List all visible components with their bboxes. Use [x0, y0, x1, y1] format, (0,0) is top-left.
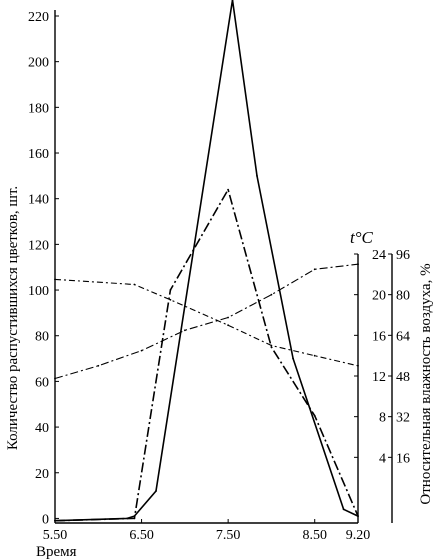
series-2-point: [270, 346, 273, 348]
humidity-tick-label: 48: [396, 370, 410, 385]
series-1-point: [342, 508, 345, 511]
series-3-point: [97, 364, 100, 367]
humidity-tick-label: 96: [396, 248, 410, 263]
left-tick-label: 80: [35, 330, 49, 345]
x-tick-label: 6.50: [129, 528, 154, 543]
series-4-point: [227, 324, 230, 327]
left-tick-label: 20: [35, 467, 49, 482]
series-1-point: [292, 357, 294, 360]
humidity-axis-label: Относительная влажность воздуха, %: [418, 263, 434, 504]
series-2-point: [313, 414, 316, 417]
temperature-tick-label: 12: [372, 370, 386, 385]
series-3-point: [270, 293, 273, 296]
series-3-point: [140, 349, 143, 352]
axes-layer: [54, 10, 393, 524]
series-3-point: [184, 329, 186, 332]
series-1-point: [231, 0, 234, 1]
temperature-axis-label: t°C: [350, 228, 374, 247]
series-line-4: [54, 278, 359, 367]
temperature-tick-label: 8: [379, 411, 386, 426]
x-tick-label: 5.50: [43, 528, 68, 543]
temperature-tick-label: 24: [372, 248, 386, 263]
left-tick-label: 140: [28, 193, 49, 208]
left-tick-label: 40: [35, 421, 49, 436]
humidity-tick-label: 80: [396, 289, 410, 304]
left-axis-label: Количество распустившихся цветков, шт.: [5, 186, 21, 450]
temperature-tick-label: 4: [379, 451, 386, 466]
series-2-point: [133, 517, 136, 520]
left-tick-label: 180: [28, 101, 49, 116]
series-line-3: [54, 263, 359, 380]
humidity-tick-label: 64: [396, 329, 410, 344]
temperature-tick-label: 20: [372, 289, 386, 304]
series-3-point: [313, 268, 316, 271]
x-axis-label: Время: [36, 544, 77, 559]
left-tick-label: 160: [28, 147, 49, 162]
series-3-point: [227, 316, 230, 319]
temperature-tick-label: 16: [372, 329, 386, 344]
series-4-point: [270, 344, 273, 347]
x-tick-label: 7.50: [216, 528, 241, 543]
left-tick-label: 220: [28, 10, 49, 25]
series-4-point: [133, 283, 136, 286]
left-tick-label: 200: [28, 56, 49, 71]
series-line-1: [54, 0, 359, 522]
series-2-point: [227, 188, 230, 191]
series-1-point: [155, 490, 157, 492]
x-tick-label: 9.20: [346, 528, 371, 543]
tick-layer: 0204060801001201401601802002204812162024…: [28, 10, 410, 543]
series-2-point: [169, 289, 172, 291]
x-tick-label: 8.50: [302, 528, 327, 543]
left-tick-label: 0: [42, 512, 49, 527]
series-1-point: [256, 175, 258, 177]
humidity-tick-label: 16: [396, 451, 410, 466]
series-4-point: [169, 298, 172, 301]
left-tick-label: 120: [28, 238, 49, 253]
left-tick-label: 100: [28, 284, 49, 299]
left-tick-label: 60: [35, 375, 49, 390]
humidity-tick-label: 32: [396, 411, 410, 426]
series-4-point: [313, 354, 316, 357]
series-layer: [54, 0, 359, 522]
